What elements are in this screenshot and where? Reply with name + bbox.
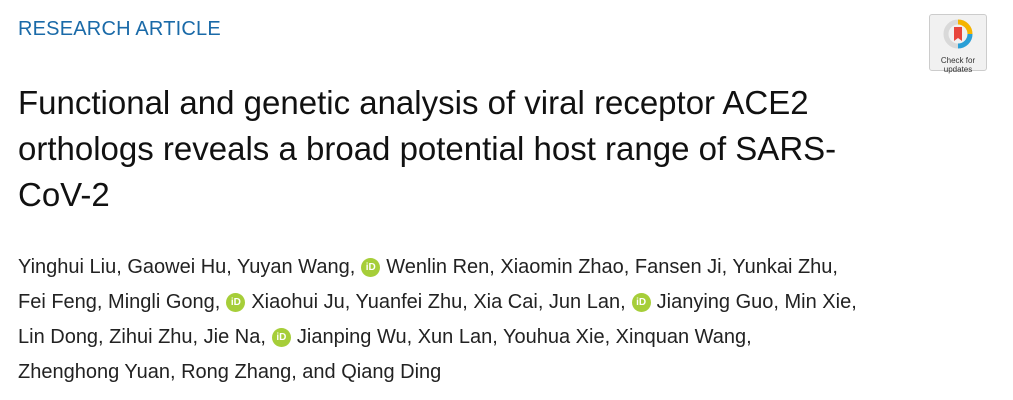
author-names: Fei Feng, Mingli Gong, [18, 291, 221, 313]
author-list: Yinghui Liu, Gaowei Hu, Yuyan Wang, iD Wen… [18, 250, 863, 390]
badge-label: Check for updates [930, 56, 986, 74]
author-line: Lin Dong, Zihui Zhu, Jie Na, iD Jianping W… [18, 320, 863, 355]
author-segment: Zhenghong Yuan, Rong Zhang, and Qiang Di… [18, 355, 441, 390]
author-line: Fei Feng, Mingli Gong, iD Xiaohui Ju, Yuan… [18, 285, 863, 320]
title-line: orthologs reveals a broad potential host… [18, 130, 837, 167]
author-segment: iD Xiaohui Ju, Yuanfei Zhu, Xia Cai, Jun … [226, 285, 626, 320]
author-segment: Yinghui Liu, Gaowei Hu, Yuyan Wang, [18, 250, 355, 285]
orcid-icon[interactable]: iD [361, 258, 381, 277]
title-line: Functional and genetic analysis of viral… [18, 84, 809, 121]
orcid-icon[interactable]: iD [226, 293, 246, 312]
author-names: Wenlin Ren, Xiaomin Zhao, Fansen Ji, Yun… [386, 256, 838, 278]
orcid-icon[interactable]: iD [631, 293, 651, 312]
author-segment: iD Jianping Wu, Xun Lan, Youhua Xie, Xinq… [271, 320, 752, 355]
orcid-icon[interactable]: iD [271, 328, 291, 347]
author-segment: iD Wenlin Ren, Xiaomin Zhao, Fansen Ji, Y… [361, 250, 838, 285]
author-names: Jianying Guo, Min Xie, [656, 291, 857, 313]
author-names: Xiaohui Ju, Yuanfei Zhu, Xia Cai, Jun La… [251, 291, 626, 313]
badge-line: Check for [940, 56, 976, 65]
author-line: Zhenghong Yuan, Rong Zhang, and Qiang Di… [18, 355, 863, 390]
author-names: Lin Dong, Zihui Zhu, Jie Na, [18, 326, 266, 348]
author-names: Jianping Wu, Xun Lan, Youhua Xie, Xinqua… [296, 326, 752, 348]
author-line: Yinghui Liu, Gaowei Hu, Yuyan Wang, iD Wen… [18, 250, 863, 285]
author-segment: Lin Dong, Zihui Zhu, Jie Na, [18, 320, 266, 355]
article-type: RESEARCH ARTICLE [18, 18, 221, 40]
author-segment: iD Jianying Guo, Min Xie, [631, 285, 857, 320]
badge-line: updates [943, 65, 973, 74]
author-segment: Fei Feng, Mingli Gong, [18, 285, 220, 320]
author-names: Yinghui Liu, Gaowei Hu, Yuyan Wang, [18, 256, 356, 278]
article-title: Functional and genetic analysis of viral… [18, 80, 836, 218]
title-line: CoV-2 [18, 176, 110, 213]
badge-icon [943, 19, 973, 49]
check-updates-badge[interactable]: Check for updates [929, 14, 987, 74]
author-names: Zhenghong Yuan, Rong Zhang, and Qiang Di… [18, 361, 442, 383]
